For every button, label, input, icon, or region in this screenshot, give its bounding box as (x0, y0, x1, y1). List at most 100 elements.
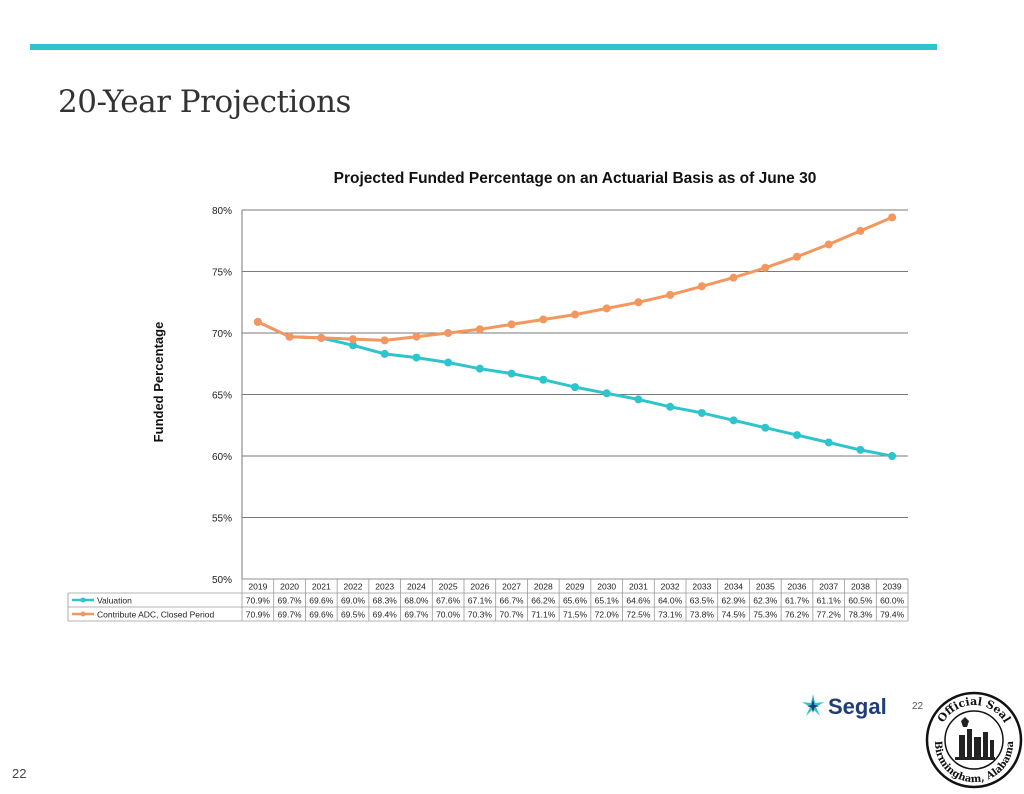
x-tick-label: 2039 (883, 582, 902, 592)
data-point (761, 263, 770, 272)
data-point (349, 341, 357, 350)
x-tick-label: 2023 (375, 582, 394, 592)
data-label: 72.0% (595, 610, 620, 620)
x-tick-label: 2027 (502, 582, 521, 592)
data-label: 75.3% (753, 610, 778, 620)
data-point (539, 375, 548, 384)
y-tick-label: 75% (212, 268, 232, 279)
y-tick-label: 65% (212, 391, 232, 402)
y-axis-label: Funded Percentage (151, 322, 166, 443)
svg-text:Segal: Segal (828, 694, 887, 719)
data-label: 79.4% (880, 610, 905, 620)
data-point (539, 315, 548, 324)
data-label: 65.1% (595, 596, 620, 606)
x-tick-label: 2034 (724, 582, 743, 592)
x-tick-label: 2032 (661, 582, 680, 592)
page-number: 22 (12, 766, 27, 781)
data-label: 73.1% (658, 610, 683, 620)
data-point (507, 320, 516, 329)
data-label: 66.7% (500, 596, 525, 606)
data-label: 69.7% (278, 596, 303, 606)
data-label: 67.6% (436, 596, 461, 606)
data-label: 63.5% (690, 596, 715, 606)
data-label: 64.0% (658, 596, 683, 606)
segal-logo: Segal (800, 690, 900, 722)
data-label: 70.9% (246, 610, 271, 620)
data-label: 76.2% (785, 610, 810, 620)
data-label: 71.5% (563, 610, 588, 620)
data-point (571, 310, 579, 319)
data-point (602, 389, 611, 398)
data-point (475, 364, 484, 373)
data-point (412, 332, 421, 341)
data-label: 78.3% (848, 610, 873, 620)
page-title: 20-Year Projections (58, 84, 351, 120)
x-tick-label: 2021 (312, 582, 331, 592)
data-point (412, 353, 421, 362)
data-point (634, 298, 643, 307)
data-point (888, 213, 897, 222)
y-tick-label: 60% (212, 452, 232, 463)
data-point (380, 336, 389, 345)
data-label: 61.1% (817, 596, 842, 606)
y-tick-label: 55% (212, 514, 232, 525)
data-point (729, 416, 738, 425)
data-point (444, 329, 453, 337)
data-point (507, 369, 516, 378)
data-label: 70.9% (246, 596, 271, 606)
data-label: 69.6% (309, 610, 334, 620)
data-label: 64.6% (626, 596, 651, 606)
data-point (666, 402, 675, 411)
legend-series-name: Contribute ADC, Closed Period (97, 610, 214, 620)
data-point (888, 452, 897, 460)
x-tick-label: 2033 (692, 582, 711, 592)
chart-title: Projected Funded Percentage on an Actuar… (333, 170, 817, 187)
data-point (824, 240, 833, 249)
data-point (697, 408, 706, 417)
data-point (380, 349, 389, 358)
data-label: 70.3% (468, 610, 493, 620)
data-point (634, 395, 643, 404)
x-tick-label: 2037 (819, 582, 838, 592)
data-point (824, 438, 833, 447)
data-point (349, 335, 357, 344)
data-label: 70.0% (436, 610, 461, 620)
data-label: 60.0% (880, 596, 905, 606)
x-tick-label: 2022 (344, 582, 363, 592)
y-tick-label: 80% (212, 206, 232, 217)
data-label: 74.5% (722, 610, 747, 620)
data-label: 69.4% (373, 610, 398, 620)
slide-number: 22 (912, 701, 924, 712)
data-label: 68.0% (404, 596, 429, 606)
data-point (475, 325, 484, 334)
data-label: 60.5% (848, 596, 873, 606)
data-point (317, 333, 326, 342)
x-tick-label: 2025 (439, 582, 458, 592)
x-tick-label: 2029 (566, 582, 585, 592)
x-tick-label: 2026 (470, 582, 489, 592)
data-point (602, 304, 611, 313)
data-label: 77.2% (817, 610, 842, 620)
data-point (285, 332, 294, 341)
data-label: 72.5% (626, 610, 651, 620)
data-label: 69.5% (341, 610, 366, 620)
data-point (697, 282, 706, 291)
data-point (729, 273, 738, 282)
data-label: 73.8% (690, 610, 715, 620)
data-point (856, 226, 865, 235)
data-label: 69.6% (309, 596, 334, 606)
y-tick-label: 50% (212, 575, 232, 586)
data-label: 69.7% (404, 610, 429, 620)
data-label: 69.0% (341, 596, 366, 606)
star-icon (802, 694, 824, 716)
x-tick-label: 2020 (280, 582, 299, 592)
data-label: 61.7% (785, 596, 810, 606)
legend-swatch-marker (80, 611, 86, 617)
x-tick-label: 2019 (248, 582, 267, 592)
data-label: 62.9% (722, 596, 747, 606)
data-point (793, 252, 801, 261)
data-label: 67.1% (468, 596, 493, 606)
data-label: 66.2% (531, 596, 556, 606)
data-point (761, 423, 770, 432)
